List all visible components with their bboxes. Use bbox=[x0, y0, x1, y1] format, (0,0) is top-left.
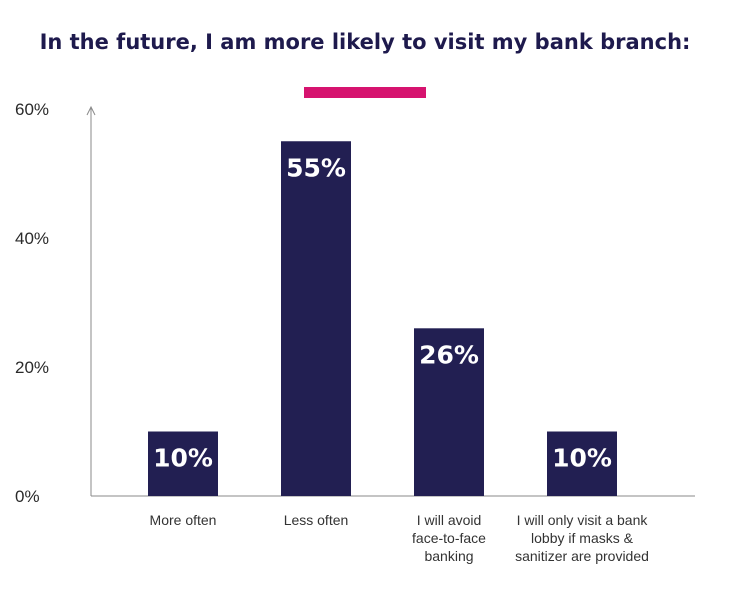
y-tick-label: 0% bbox=[15, 487, 40, 506]
category-label: I will only visit a bank lobby if masks &… bbox=[515, 512, 649, 564]
category-label-line: face-to-face bbox=[412, 530, 486, 546]
category-label: I will avoid face-to-face banking bbox=[412, 512, 486, 564]
y-tick-label: 20% bbox=[15, 358, 49, 377]
data-label: 55% bbox=[286, 153, 346, 182]
data-label: 10% bbox=[153, 444, 213, 473]
category-label-line: Less often bbox=[284, 512, 349, 528]
y-tick-label: 60% bbox=[15, 100, 49, 119]
category-label-line: I will only visit a bank bbox=[517, 512, 649, 528]
bar bbox=[148, 431, 218, 496]
y-axis-arrow bbox=[86, 105, 96, 116]
bar bbox=[414, 328, 484, 496]
chart-title: In the future, I am more likely to visit… bbox=[39, 30, 691, 54]
data-label: 10% bbox=[552, 444, 612, 473]
category-label-line: More often bbox=[150, 512, 217, 528]
category-label-line: I will avoid bbox=[417, 512, 482, 528]
y-tick-labels: 0% 20% 40% 60% bbox=[15, 100, 49, 506]
category-label: More often bbox=[150, 512, 217, 528]
bars bbox=[148, 141, 617, 496]
data-labels: 10% 55% 26% 10% bbox=[153, 153, 612, 472]
category-label: Less often bbox=[284, 512, 349, 528]
bar bbox=[281, 141, 351, 496]
bar bbox=[547, 431, 617, 496]
accent-bar bbox=[304, 87, 426, 98]
category-label-line: banking bbox=[424, 548, 473, 564]
category-label-line: lobby if masks & bbox=[531, 530, 634, 546]
data-label: 26% bbox=[419, 340, 479, 369]
y-tick-label: 40% bbox=[15, 229, 49, 248]
category-label-line: sanitizer are provided bbox=[515, 548, 649, 564]
category-labels: More often Less often I will avoid face-to-… bbox=[150, 512, 649, 564]
